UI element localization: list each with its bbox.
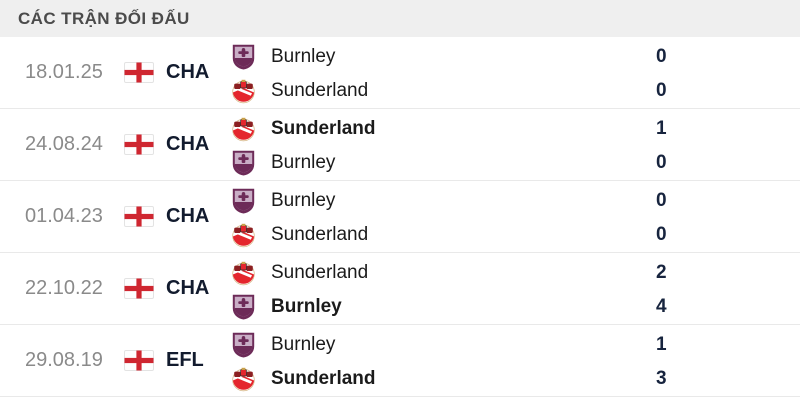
team-logo xyxy=(230,149,256,177)
teams-cell: Burnley 0 xyxy=(230,37,800,108)
match-row[interactable]: 01.04.23 CHA xyxy=(0,181,800,253)
team-score: 4 xyxy=(656,296,667,317)
match-date: 22.10.22 xyxy=(25,277,103,299)
team-line: Burnley 0 xyxy=(230,146,800,180)
match-row[interactable]: 18.01.25 CHA xyxy=(0,37,800,109)
team-line: Burnley 4 xyxy=(230,290,800,324)
competition-code: EFL xyxy=(166,349,204,371)
team-line: Burnley 1 xyxy=(230,328,800,362)
teams-cell: Sunderland 1 xyxy=(230,109,800,180)
match-date: 01.04.23 xyxy=(25,205,103,227)
teams-cell: Sunderland 2 xyxy=(230,253,800,324)
competition-code: CHA xyxy=(166,277,210,299)
team-name: Sunderland xyxy=(271,262,369,283)
england-flag-icon xyxy=(124,206,154,227)
team-score: 0 xyxy=(656,224,667,245)
team-score: 1 xyxy=(656,118,667,139)
team-name: Sunderland xyxy=(271,80,369,101)
competition-code: CHA xyxy=(166,133,210,155)
team-name: Burnley xyxy=(271,190,336,211)
team-score: 0 xyxy=(656,152,667,173)
team-logo xyxy=(230,365,256,393)
burnley-crest-icon xyxy=(232,332,254,358)
team-logo xyxy=(230,331,256,359)
team-score: 3 xyxy=(656,368,667,389)
burnley-crest-icon xyxy=(232,150,254,176)
sunderland-crest-icon xyxy=(231,117,255,141)
team-score: 0 xyxy=(656,80,667,101)
teams-cell: Burnley 1 xyxy=(230,325,800,396)
teams-cell: Burnley 0 xyxy=(230,181,800,252)
team-logo xyxy=(230,293,256,321)
team-score: 0 xyxy=(656,46,667,67)
competition-cell: CHA xyxy=(124,37,230,108)
england-flag-icon xyxy=(124,62,154,83)
team-score: 0 xyxy=(656,190,667,211)
team-logo xyxy=(230,221,256,249)
team-line: Sunderland 1 xyxy=(230,112,800,146)
team-logo xyxy=(230,187,256,215)
england-flag-icon xyxy=(124,278,154,299)
panel-header: CÁC TRẬN ĐỐI ĐẤU xyxy=(0,0,800,37)
team-score: 2 xyxy=(656,262,667,283)
competition-code: CHA xyxy=(166,205,210,227)
team-logo xyxy=(230,43,256,71)
competition-cell: CHA xyxy=(124,253,230,324)
team-logo xyxy=(230,115,256,143)
team-line: Burnley 0 xyxy=(230,184,800,218)
sunderland-crest-icon xyxy=(231,79,255,103)
team-line: Burnley 0 xyxy=(230,40,800,74)
competition-cell: EFL xyxy=(124,325,230,396)
team-name: Sunderland xyxy=(271,118,376,139)
team-name: Burnley xyxy=(271,46,336,67)
match-row[interactable]: 22.10.22 CHA xyxy=(0,253,800,325)
match-row[interactable]: 29.08.19 EFL xyxy=(0,325,800,397)
england-flag-icon xyxy=(124,134,154,155)
team-name: Burnley xyxy=(271,334,336,355)
team-line: Sunderland 0 xyxy=(230,218,800,252)
match-list: 18.01.25 CHA xyxy=(0,37,800,397)
team-line: Sunderland 2 xyxy=(230,256,800,290)
team-name: Sunderland xyxy=(271,368,376,389)
panel-title: CÁC TRẬN ĐỐI ĐẤU xyxy=(18,8,190,28)
sunderland-crest-icon xyxy=(231,261,255,285)
competition-cell: CHA xyxy=(124,181,230,252)
match-date: 29.08.19 xyxy=(25,349,103,371)
team-name: Sunderland xyxy=(271,224,369,245)
match-row[interactable]: 24.08.24 CHA xyxy=(0,109,800,181)
team-name: Burnley xyxy=(271,152,336,173)
burnley-crest-icon xyxy=(232,188,254,214)
team-logo xyxy=(230,259,256,287)
team-score: 1 xyxy=(656,334,667,355)
sunderland-crest-icon xyxy=(231,223,255,247)
team-logo xyxy=(230,77,256,105)
sunderland-crest-icon xyxy=(231,367,255,391)
team-line: Sunderland 3 xyxy=(230,362,800,396)
competition-code: CHA xyxy=(166,61,210,83)
burnley-crest-icon xyxy=(232,44,254,70)
england-flag-icon xyxy=(124,350,154,371)
match-date: 24.08.24 xyxy=(25,133,103,155)
team-line: Sunderland 0 xyxy=(230,74,800,108)
match-date: 18.01.25 xyxy=(25,61,103,83)
team-name: Burnley xyxy=(271,296,342,317)
competition-cell: CHA xyxy=(124,109,230,180)
burnley-crest-icon xyxy=(232,294,254,320)
